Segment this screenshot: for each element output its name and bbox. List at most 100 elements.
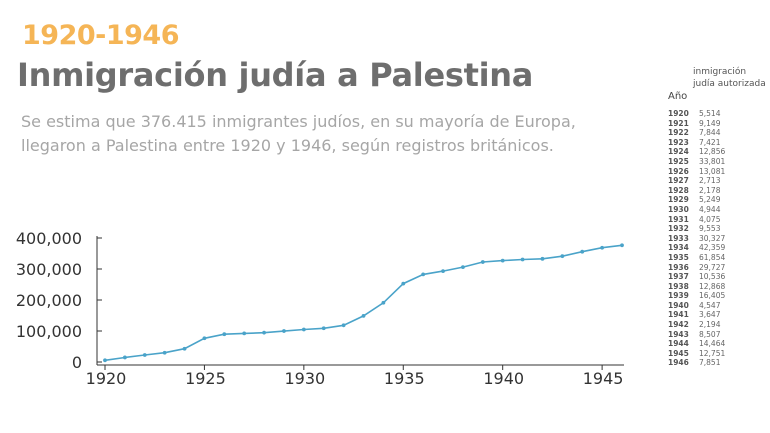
table-cell-value: 3,647 xyxy=(699,310,721,320)
x-tick-label: 1940 xyxy=(483,369,524,388)
x-tick-label: 1935 xyxy=(384,369,425,388)
data-point xyxy=(202,336,207,341)
table-cell-value: 4,075 xyxy=(699,214,721,224)
table-cell-value: 33,801 xyxy=(699,156,726,166)
data-point xyxy=(580,249,585,254)
data-point xyxy=(421,272,426,277)
data-point xyxy=(381,300,386,305)
table-cell-value: 42,359 xyxy=(699,243,726,253)
table-cell-value: 30,327 xyxy=(699,233,726,243)
x-tick-label: 1930 xyxy=(284,369,325,388)
data-point xyxy=(341,323,346,328)
data-point xyxy=(461,265,465,270)
data-point xyxy=(401,281,406,286)
table-cell-value: 2,178 xyxy=(699,185,721,195)
data-point xyxy=(282,329,286,333)
table-cell-value: 16,405 xyxy=(699,291,726,301)
table-cell-year: 1920 xyxy=(668,109,689,118)
table-cell-year: 1926 xyxy=(668,166,689,176)
table-cell-year: 1921 xyxy=(668,118,689,128)
data-point xyxy=(600,245,605,250)
table-cell-value: 5,249 xyxy=(699,195,721,205)
table-cell-year: 1928 xyxy=(668,185,689,195)
table-cell-value: 9,149 xyxy=(699,118,721,128)
y-tick-label: 200,000 xyxy=(16,291,82,310)
data-point xyxy=(182,346,187,351)
data-point xyxy=(222,332,227,337)
y-tick-label: 400,000 xyxy=(16,229,82,248)
table-cell-year: 1944 xyxy=(668,339,689,349)
table-cell-year: 1940 xyxy=(668,300,689,310)
table-cell-year: 1925 xyxy=(668,156,689,166)
table-cell-year: 1933 xyxy=(668,233,689,243)
data-point xyxy=(540,256,545,261)
table-header-year: Año xyxy=(668,91,688,102)
years-range: 1920-1946 xyxy=(22,20,180,51)
subtitle: Se estima que 376.415 inmigrantes judíos… xyxy=(21,112,576,155)
table-cell-year: 1945 xyxy=(668,348,689,358)
table-cell-year: 1937 xyxy=(668,272,689,282)
table-cell-value: 7,851 xyxy=(699,358,721,368)
data-point xyxy=(301,327,306,332)
table-cell-value: 12,868 xyxy=(699,281,726,291)
table-cell-value: 7,844 xyxy=(699,128,721,138)
data-point xyxy=(441,269,445,274)
table-cell-value: 9,553 xyxy=(699,224,721,234)
table-cell-year: 1942 xyxy=(668,320,689,330)
y-tick-label: 0 xyxy=(72,353,82,372)
table-cell-year: 1931 xyxy=(668,214,689,224)
data-point xyxy=(103,358,107,363)
table-cell-year: 1930 xyxy=(668,204,689,214)
table-cell-value: 29,727 xyxy=(699,262,726,272)
series-line xyxy=(104,244,623,362)
table-cell-value: 5,514 xyxy=(699,109,721,118)
table-cell-year: 1932 xyxy=(668,224,689,234)
table-cell-year: 1941 xyxy=(668,310,689,320)
table-cell-year: 1946 xyxy=(668,358,689,368)
table-cell-year: 1934 xyxy=(668,243,689,253)
table-cell-year: 1936 xyxy=(668,262,689,272)
data-point xyxy=(162,350,167,355)
table-header-value: inmigración judía autorizada xyxy=(693,67,766,89)
table-cell-value: 12,856 xyxy=(699,147,726,157)
x-tick-label: 1925 xyxy=(185,369,226,388)
table-cell-year: 1927 xyxy=(668,176,689,186)
data-point xyxy=(262,330,266,335)
table-cell-value: 10,536 xyxy=(699,272,726,282)
x-tick-label: 1920 xyxy=(86,369,127,388)
table-cell-value: 8,507 xyxy=(699,329,721,339)
data-point xyxy=(480,260,485,264)
data-point xyxy=(560,254,565,259)
table-cell-value: 2,713 xyxy=(699,176,721,186)
data-point xyxy=(122,355,127,360)
table-cell-year: 1924 xyxy=(668,147,689,157)
table-cell-year: 1938 xyxy=(668,281,689,291)
table-cell-year: 1923 xyxy=(668,137,689,147)
table-cell-value: 13,081 xyxy=(699,166,726,176)
data-point xyxy=(520,257,525,262)
page-title: Inmigración judía a Palestina xyxy=(17,56,534,94)
table-cell-value: 4,547 xyxy=(699,300,721,310)
table-cell-value: 7,421 xyxy=(699,137,721,147)
data-point xyxy=(142,353,147,357)
table-cell-value: 14,464 xyxy=(699,339,726,349)
data-point xyxy=(242,331,247,336)
table-cell-year: 1943 xyxy=(668,329,689,339)
table-cell-year: 1935 xyxy=(668,252,689,262)
table-header: inmigración judía autorizada Año xyxy=(666,64,766,104)
table-cell-value: 12,751 xyxy=(699,348,726,358)
table-cell-value: 2,194 xyxy=(699,320,721,330)
table-cell-year: 1929 xyxy=(668,195,689,205)
y-tick-label: 100,000 xyxy=(16,322,82,341)
data-point xyxy=(620,243,624,248)
x-tick-label: 1945 xyxy=(583,369,624,388)
data-point xyxy=(500,258,505,263)
table-cell-value: 61,854 xyxy=(699,252,726,262)
table-cell-year: 1939 xyxy=(668,291,689,301)
line-chart: 0 100,000 200,000 300,000 400,000 1920 1925 193… xyxy=(16,229,624,388)
table-cell-value: 4,944 xyxy=(699,204,721,214)
table-cell-year: 1922 xyxy=(668,128,689,138)
y-tick-label: 300,000 xyxy=(16,260,82,279)
data-point xyxy=(321,326,326,331)
immigration-table: inmigración judía autorizada Año 1920 5,5… xyxy=(666,64,766,367)
